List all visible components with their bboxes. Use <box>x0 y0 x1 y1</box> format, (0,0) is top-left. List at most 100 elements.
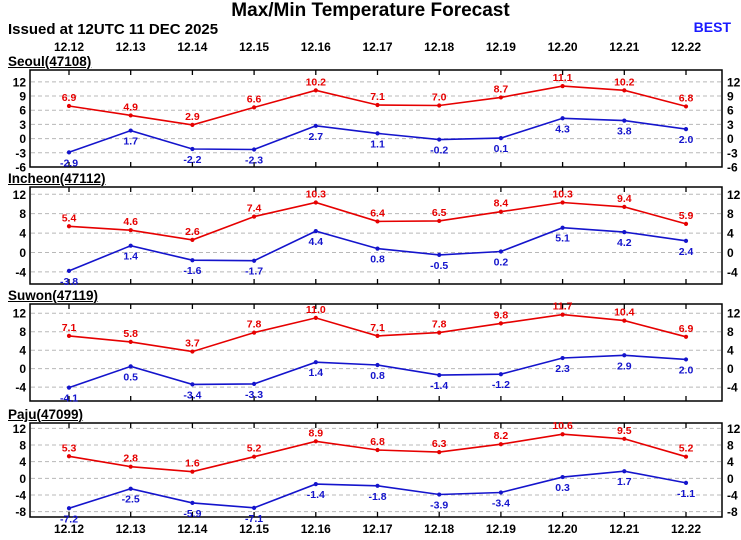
data-point <box>437 103 442 108</box>
data-point <box>128 243 133 248</box>
tmax-value-label: 2.6 <box>185 226 200 238</box>
data-point <box>683 238 689 243</box>
tmin-value-label: 0.5 <box>123 371 138 383</box>
tmax-value-label: 5.9 <box>679 210 694 222</box>
tmin-value-label: 0.3 <box>555 482 570 494</box>
model-best-link[interactable]: BEST <box>693 19 731 35</box>
tmax-value-label: 5.8 <box>123 328 138 340</box>
data-point <box>560 116 565 121</box>
tmax-value-label: 5.3 <box>62 442 77 454</box>
y-tick-label-left: -3 <box>15 146 26 160</box>
x-axis-dates-top: 12.12 12.13 12.14 12.15 12.16 12.17 12.18 12.19… <box>54 40 701 54</box>
data-point <box>252 505 257 510</box>
y-tick-label-right: 4 <box>727 227 734 241</box>
tmin-value-label: -0.2 <box>430 145 448 157</box>
data-point <box>560 474 565 480</box>
y-tick-label-right: 12 <box>727 422 741 436</box>
data-point <box>622 230 627 235</box>
date-label: 12.12 <box>54 522 84 536</box>
data-point <box>622 88 627 93</box>
data-point <box>252 330 257 335</box>
data-point <box>252 454 257 459</box>
y-tick-label-right: -4 <box>727 381 738 395</box>
date-label: 12.15 <box>239 40 269 54</box>
y-tick-label-right: 8 <box>727 325 734 339</box>
tmax-value-label: 7.8 <box>247 319 262 331</box>
panel-frame <box>29 422 723 518</box>
tmax-value-label: 5.4 <box>62 212 77 224</box>
tmax-value-label: 7.1 <box>370 322 385 334</box>
tmax-value-label: 8.4 <box>494 198 509 210</box>
tmax-value-label: 6.8 <box>679 92 694 104</box>
tmax-value-label: 1.6 <box>185 458 200 470</box>
tmin-value-label: -0.5 <box>430 260 448 272</box>
tmax-value-label: 10.6 <box>552 420 573 432</box>
panel-incheon: -4 -4 0 0 4 4 8 8 12 12 5.4 4.6 2.6 7.4 10.3 6.4 6.5 8.4 1… <box>13 186 741 288</box>
data-point <box>498 490 503 495</box>
tmin-value-label: 5.1 <box>555 233 570 245</box>
y-tick-label-right: 4 <box>727 455 734 469</box>
y-tick-label-left: 0 <box>19 362 26 376</box>
data-point <box>437 373 442 378</box>
station-label-suwon: Suwon(47119) <box>8 288 99 303</box>
data-point <box>498 209 503 214</box>
data-point <box>252 258 257 263</box>
tmax-value-label: 2.8 <box>123 453 138 465</box>
data-point <box>622 436 627 441</box>
data-point <box>190 382 195 387</box>
data-point <box>190 500 195 505</box>
data-point <box>683 357 689 362</box>
tmin-value-label: -7.1 <box>245 513 263 525</box>
data-point <box>313 229 318 234</box>
data-point <box>66 103 72 109</box>
data-point <box>683 127 689 132</box>
data-point <box>498 249 503 254</box>
data-point <box>683 454 689 459</box>
tmax-value-label: 6.8 <box>370 436 385 448</box>
date-label: 12.18 <box>424 522 454 536</box>
data-point <box>190 237 195 242</box>
date-label: 12.16 <box>301 40 331 54</box>
tmax-value-label: 9.8 <box>494 309 509 321</box>
data-point <box>66 268 72 274</box>
y-tick-label-left: 4 <box>19 227 26 241</box>
y-tick-label-right: 8 <box>727 207 734 221</box>
tmin-value-label: -1.6 <box>183 265 201 277</box>
data-point <box>560 200 565 205</box>
date-label: 12.13 <box>116 522 146 536</box>
data-point <box>375 102 380 108</box>
data-point <box>375 362 380 368</box>
y-tick-label-left: -4 <box>15 488 26 502</box>
y-tick-label-right: 0 <box>727 132 734 146</box>
tmin-value-label: 2.7 <box>308 131 323 143</box>
date-label: 12.15 <box>239 522 269 536</box>
y-tick-label-right: 4 <box>727 344 734 358</box>
tmax-value-label: 10.3 <box>306 189 327 201</box>
tmax-value-label: 4.6 <box>123 216 138 228</box>
y-tick-label-left: -6 <box>15 161 26 175</box>
y-tick-label-left: 6 <box>19 104 26 118</box>
data-point <box>437 330 442 335</box>
data-point <box>560 312 565 317</box>
date-label: 12.14 <box>177 40 207 54</box>
date-label: 12.18 <box>424 40 454 54</box>
tmax-value-label: 9.4 <box>617 193 632 205</box>
data-point <box>190 349 195 354</box>
date-label: 12.14 <box>177 522 207 536</box>
tmax-value-label: 11.1 <box>553 72 573 84</box>
data-point <box>313 482 318 487</box>
data-point <box>313 200 318 205</box>
data-point <box>498 95 503 100</box>
y-tick-label-left: 0 <box>19 246 26 260</box>
tmin-value-label: -3.4 <box>492 497 510 509</box>
tmin-value-label: -3.9 <box>430 500 448 512</box>
data-point <box>498 136 503 141</box>
tmin-value-label: 1.7 <box>617 476 632 488</box>
tmax-value-label: 7.1 <box>62 322 77 334</box>
y-tick-label-left: 4 <box>19 344 26 358</box>
tmax-value-label: 4.9 <box>123 101 138 113</box>
y-tick-label-right: 0 <box>727 362 734 376</box>
y-tick-label-right: 0 <box>727 472 734 486</box>
data-point <box>560 355 565 361</box>
tmin-value-label: 3.8 <box>617 126 632 138</box>
